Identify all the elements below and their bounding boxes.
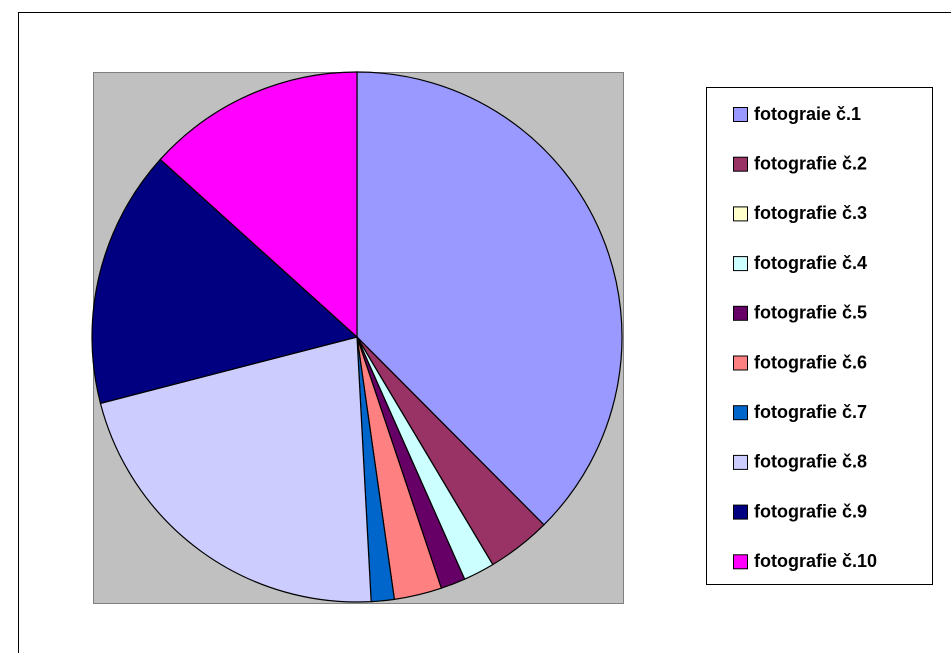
- legend-label: fotografie č.2: [754, 153, 867, 173]
- legend-label: fotografie č.7: [754, 402, 867, 422]
- legend-swatch: [733, 454, 748, 470]
- legend-label: fotografie č.8: [754, 452, 867, 472]
- legend: [706, 87, 933, 585]
- legend-label: fotografie č.6: [754, 352, 867, 372]
- legend-swatch: [733, 405, 748, 421]
- pie-slice: [159, 71, 358, 339]
- legend-swatch: [733, 554, 748, 570]
- legend-swatch: [733, 206, 748, 222]
- legend-label: fotografie č.4: [754, 253, 867, 273]
- legend-label: fotografie č.9: [754, 501, 867, 521]
- legend-swatch: [733, 107, 748, 122]
- legend-swatch: [733, 256, 748, 272]
- legend-swatch: [733, 504, 748, 520]
- legend-label: fotografie č.10: [754, 551, 877, 571]
- pie-slice: [91, 158, 359, 405]
- pie-slice: [99, 336, 372, 603]
- legend-swatch: [733, 355, 748, 371]
- legend-label: fotograie č.1: [754, 104, 861, 124]
- legend-label: fotografie č.5: [754, 303, 867, 323]
- legend-swatch: [733, 156, 748, 172]
- legend-swatch: [733, 305, 748, 321]
- pie-slice: [356, 71, 623, 526]
- legend-label: fotografie č.3: [754, 203, 867, 223]
